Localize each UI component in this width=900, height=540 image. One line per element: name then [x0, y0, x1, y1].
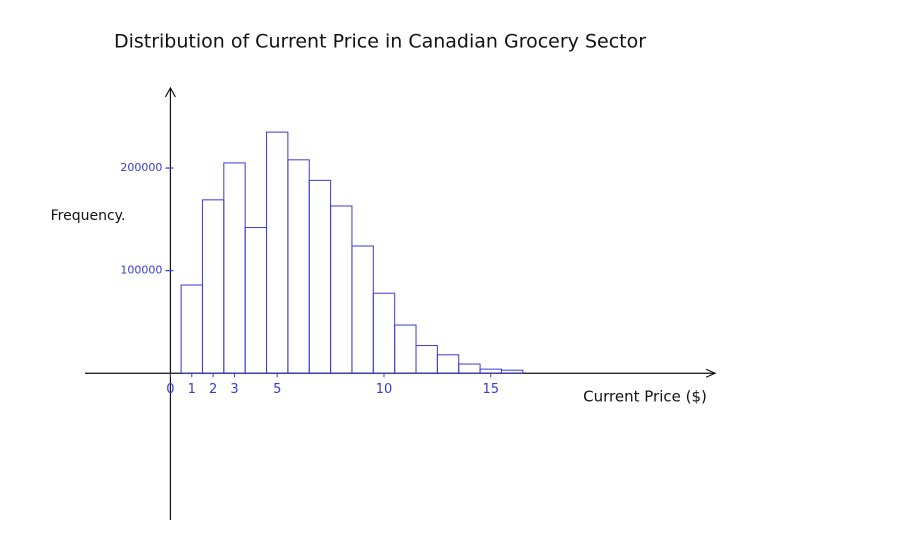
x-axis-label: Current Price ($) — [583, 388, 707, 406]
y-tick-label: 100000 — [120, 264, 162, 277]
bar — [500, 369, 524, 374]
x-tick-label: 15 — [482, 382, 499, 397]
chart-title: Distribution of Current Price in Canadia… — [114, 31, 646, 53]
x-tick-label: 3 — [230, 382, 238, 397]
bar — [479, 368, 502, 374]
bar — [180, 284, 203, 374]
bar — [308, 179, 332, 374]
bar — [372, 292, 396, 374]
x-axis-arrow — [705, 368, 717, 378]
bar — [330, 205, 353, 374]
bar — [287, 159, 310, 374]
x-tick-label: 2 — [209, 382, 217, 397]
x-tick-label: 1 — [188, 382, 196, 397]
bar — [223, 162, 246, 374]
bar — [394, 324, 417, 374]
bar — [436, 354, 460, 374]
y-axis-label: Frequency. — [51, 208, 126, 224]
x-tick-label: 10 — [376, 382, 393, 397]
bar — [415, 345, 438, 374]
bar — [266, 131, 289, 374]
bar — [201, 199, 225, 374]
y-axis-arrow — [164, 86, 176, 98]
y-tick-label: 200000 — [120, 161, 162, 174]
x-tick-label: 0 — [166, 382, 174, 397]
bar — [458, 363, 481, 374]
bar — [351, 245, 374, 374]
x-tick-label: 5 — [273, 382, 281, 397]
bar — [244, 227, 268, 374]
